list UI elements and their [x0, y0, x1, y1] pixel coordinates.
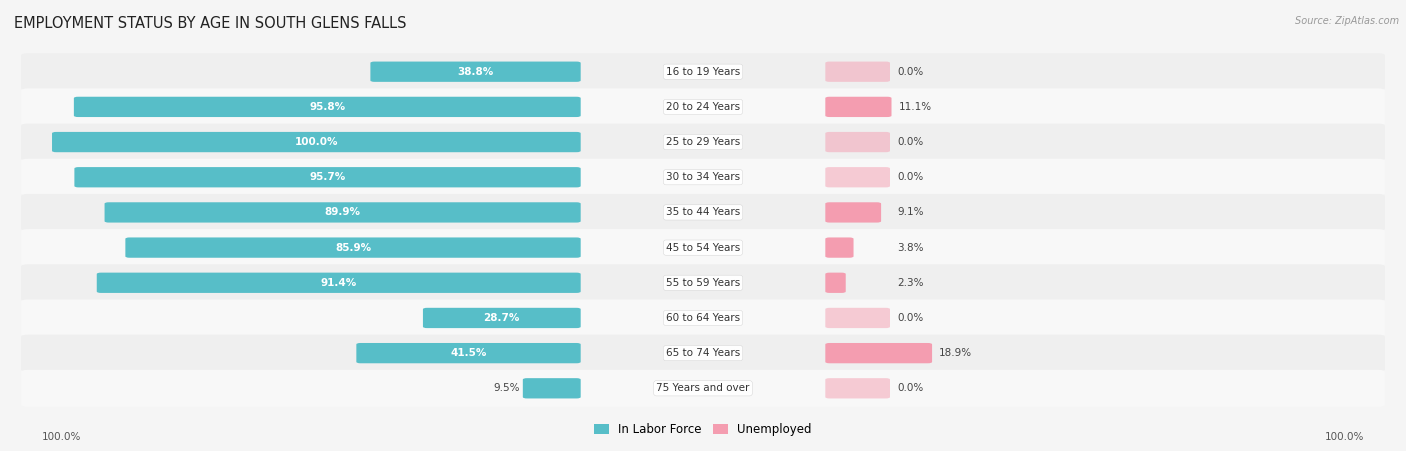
Text: 95.7%: 95.7%	[309, 172, 346, 182]
Text: 0.0%: 0.0%	[897, 67, 924, 77]
Text: 28.7%: 28.7%	[484, 313, 520, 323]
Text: Source: ZipAtlas.com: Source: ZipAtlas.com	[1295, 16, 1399, 26]
FancyBboxPatch shape	[21, 53, 1385, 90]
Text: 100.0%: 100.0%	[1324, 433, 1364, 442]
FancyBboxPatch shape	[523, 378, 581, 399]
Text: 100.0%: 100.0%	[295, 137, 337, 147]
Text: 89.9%: 89.9%	[325, 207, 360, 217]
FancyBboxPatch shape	[21, 264, 1385, 301]
Text: 0.0%: 0.0%	[897, 383, 924, 393]
FancyBboxPatch shape	[825, 238, 853, 258]
Text: 38.8%: 38.8%	[457, 67, 494, 77]
FancyBboxPatch shape	[825, 97, 891, 117]
Text: 75 Years and over: 75 Years and over	[657, 383, 749, 393]
FancyBboxPatch shape	[75, 167, 581, 188]
FancyBboxPatch shape	[21, 229, 1385, 266]
FancyBboxPatch shape	[825, 132, 890, 152]
FancyBboxPatch shape	[75, 97, 581, 117]
FancyBboxPatch shape	[370, 61, 581, 82]
FancyBboxPatch shape	[104, 202, 581, 222]
FancyBboxPatch shape	[125, 238, 581, 258]
FancyBboxPatch shape	[356, 343, 581, 364]
Text: 0.0%: 0.0%	[897, 313, 924, 323]
Text: 18.9%: 18.9%	[939, 348, 972, 358]
Text: 35 to 44 Years: 35 to 44 Years	[666, 207, 740, 217]
Text: EMPLOYMENT STATUS BY AGE IN SOUTH GLENS FALLS: EMPLOYMENT STATUS BY AGE IN SOUTH GLENS …	[14, 16, 406, 31]
Text: 65 to 74 Years: 65 to 74 Years	[666, 348, 740, 358]
FancyBboxPatch shape	[21, 335, 1385, 372]
Legend: In Labor Force, Unemployed: In Labor Force, Unemployed	[589, 418, 817, 441]
Text: 60 to 64 Years: 60 to 64 Years	[666, 313, 740, 323]
FancyBboxPatch shape	[21, 370, 1385, 407]
FancyBboxPatch shape	[825, 167, 890, 188]
Text: 100.0%: 100.0%	[42, 433, 82, 442]
Text: 95.8%: 95.8%	[309, 102, 346, 112]
Text: 0.0%: 0.0%	[897, 137, 924, 147]
FancyBboxPatch shape	[825, 308, 890, 328]
FancyBboxPatch shape	[825, 202, 882, 222]
FancyBboxPatch shape	[52, 132, 581, 152]
Text: 2.3%: 2.3%	[897, 278, 924, 288]
Text: 25 to 29 Years: 25 to 29 Years	[666, 137, 740, 147]
Text: 20 to 24 Years: 20 to 24 Years	[666, 102, 740, 112]
Text: 3.8%: 3.8%	[897, 243, 924, 253]
FancyBboxPatch shape	[97, 272, 581, 293]
Text: 11.1%: 11.1%	[898, 102, 932, 112]
FancyBboxPatch shape	[21, 88, 1385, 125]
FancyBboxPatch shape	[21, 124, 1385, 161]
FancyBboxPatch shape	[825, 61, 890, 82]
Text: 41.5%: 41.5%	[450, 348, 486, 358]
Text: 55 to 59 Years: 55 to 59 Years	[666, 278, 740, 288]
FancyBboxPatch shape	[21, 299, 1385, 336]
Text: 85.9%: 85.9%	[335, 243, 371, 253]
FancyBboxPatch shape	[21, 194, 1385, 231]
Text: 9.5%: 9.5%	[494, 383, 520, 393]
Text: 9.1%: 9.1%	[897, 207, 924, 217]
Text: 45 to 54 Years: 45 to 54 Years	[666, 243, 740, 253]
Text: 0.0%: 0.0%	[897, 172, 924, 182]
Text: 91.4%: 91.4%	[321, 278, 357, 288]
FancyBboxPatch shape	[825, 378, 890, 399]
FancyBboxPatch shape	[825, 343, 932, 364]
Text: 30 to 34 Years: 30 to 34 Years	[666, 172, 740, 182]
Text: 16 to 19 Years: 16 to 19 Years	[666, 67, 740, 77]
FancyBboxPatch shape	[423, 308, 581, 328]
FancyBboxPatch shape	[21, 159, 1385, 196]
FancyBboxPatch shape	[825, 272, 846, 293]
